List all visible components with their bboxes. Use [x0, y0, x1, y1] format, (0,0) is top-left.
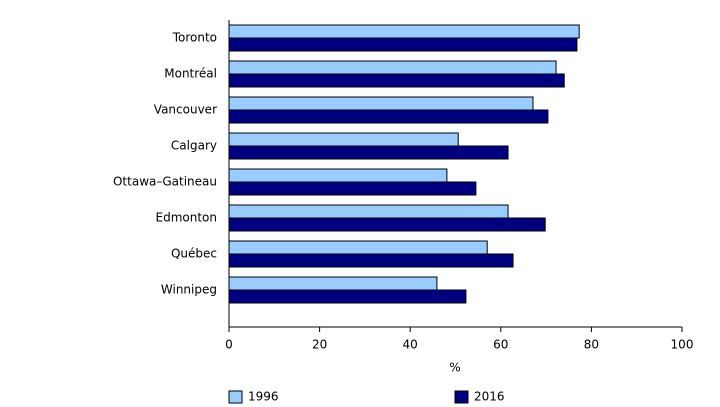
legend-swatch	[454, 390, 469, 404]
x-tick-label: 40	[403, 338, 418, 352]
bar	[228, 60, 557, 75]
bar	[228, 109, 549, 124]
legend-label: 1996	[248, 390, 279, 404]
y-tick-label: Edmonton	[156, 211, 218, 225]
y-tick-label: Vancouver	[154, 103, 217, 117]
bar	[228, 204, 509, 219]
legend-swatch	[228, 390, 243, 404]
y-tick-label: Calgary	[171, 139, 217, 153]
bar	[228, 145, 509, 160]
x-tick-label: 0	[225, 338, 233, 352]
legend-label: 2016	[474, 390, 505, 404]
bar	[228, 217, 546, 232]
x-tick-label: 20	[312, 338, 327, 352]
y-tick-label: Québec	[171, 247, 217, 261]
y-tick-label: Ottawa–Gatineau	[113, 175, 217, 189]
x-axis-label: %	[449, 361, 460, 375]
x-tick-label: 80	[584, 338, 599, 352]
y-tick-label: Montréal	[164, 67, 217, 81]
x-tick-label: 100	[671, 338, 694, 352]
bar	[228, 240, 488, 255]
y-tick-label: Winnipeg	[161, 283, 217, 297]
bar	[228, 276, 438, 291]
bar	[228, 37, 578, 52]
bar	[228, 289, 467, 304]
bar	[228, 181, 477, 196]
bar	[228, 96, 534, 111]
bar	[228, 132, 459, 147]
bar	[228, 253, 514, 268]
bar	[228, 168, 448, 183]
y-tick-label: Toronto	[172, 31, 217, 45]
x-tick-label: 60	[493, 338, 508, 352]
bar	[228, 73, 565, 88]
bar	[228, 24, 580, 39]
